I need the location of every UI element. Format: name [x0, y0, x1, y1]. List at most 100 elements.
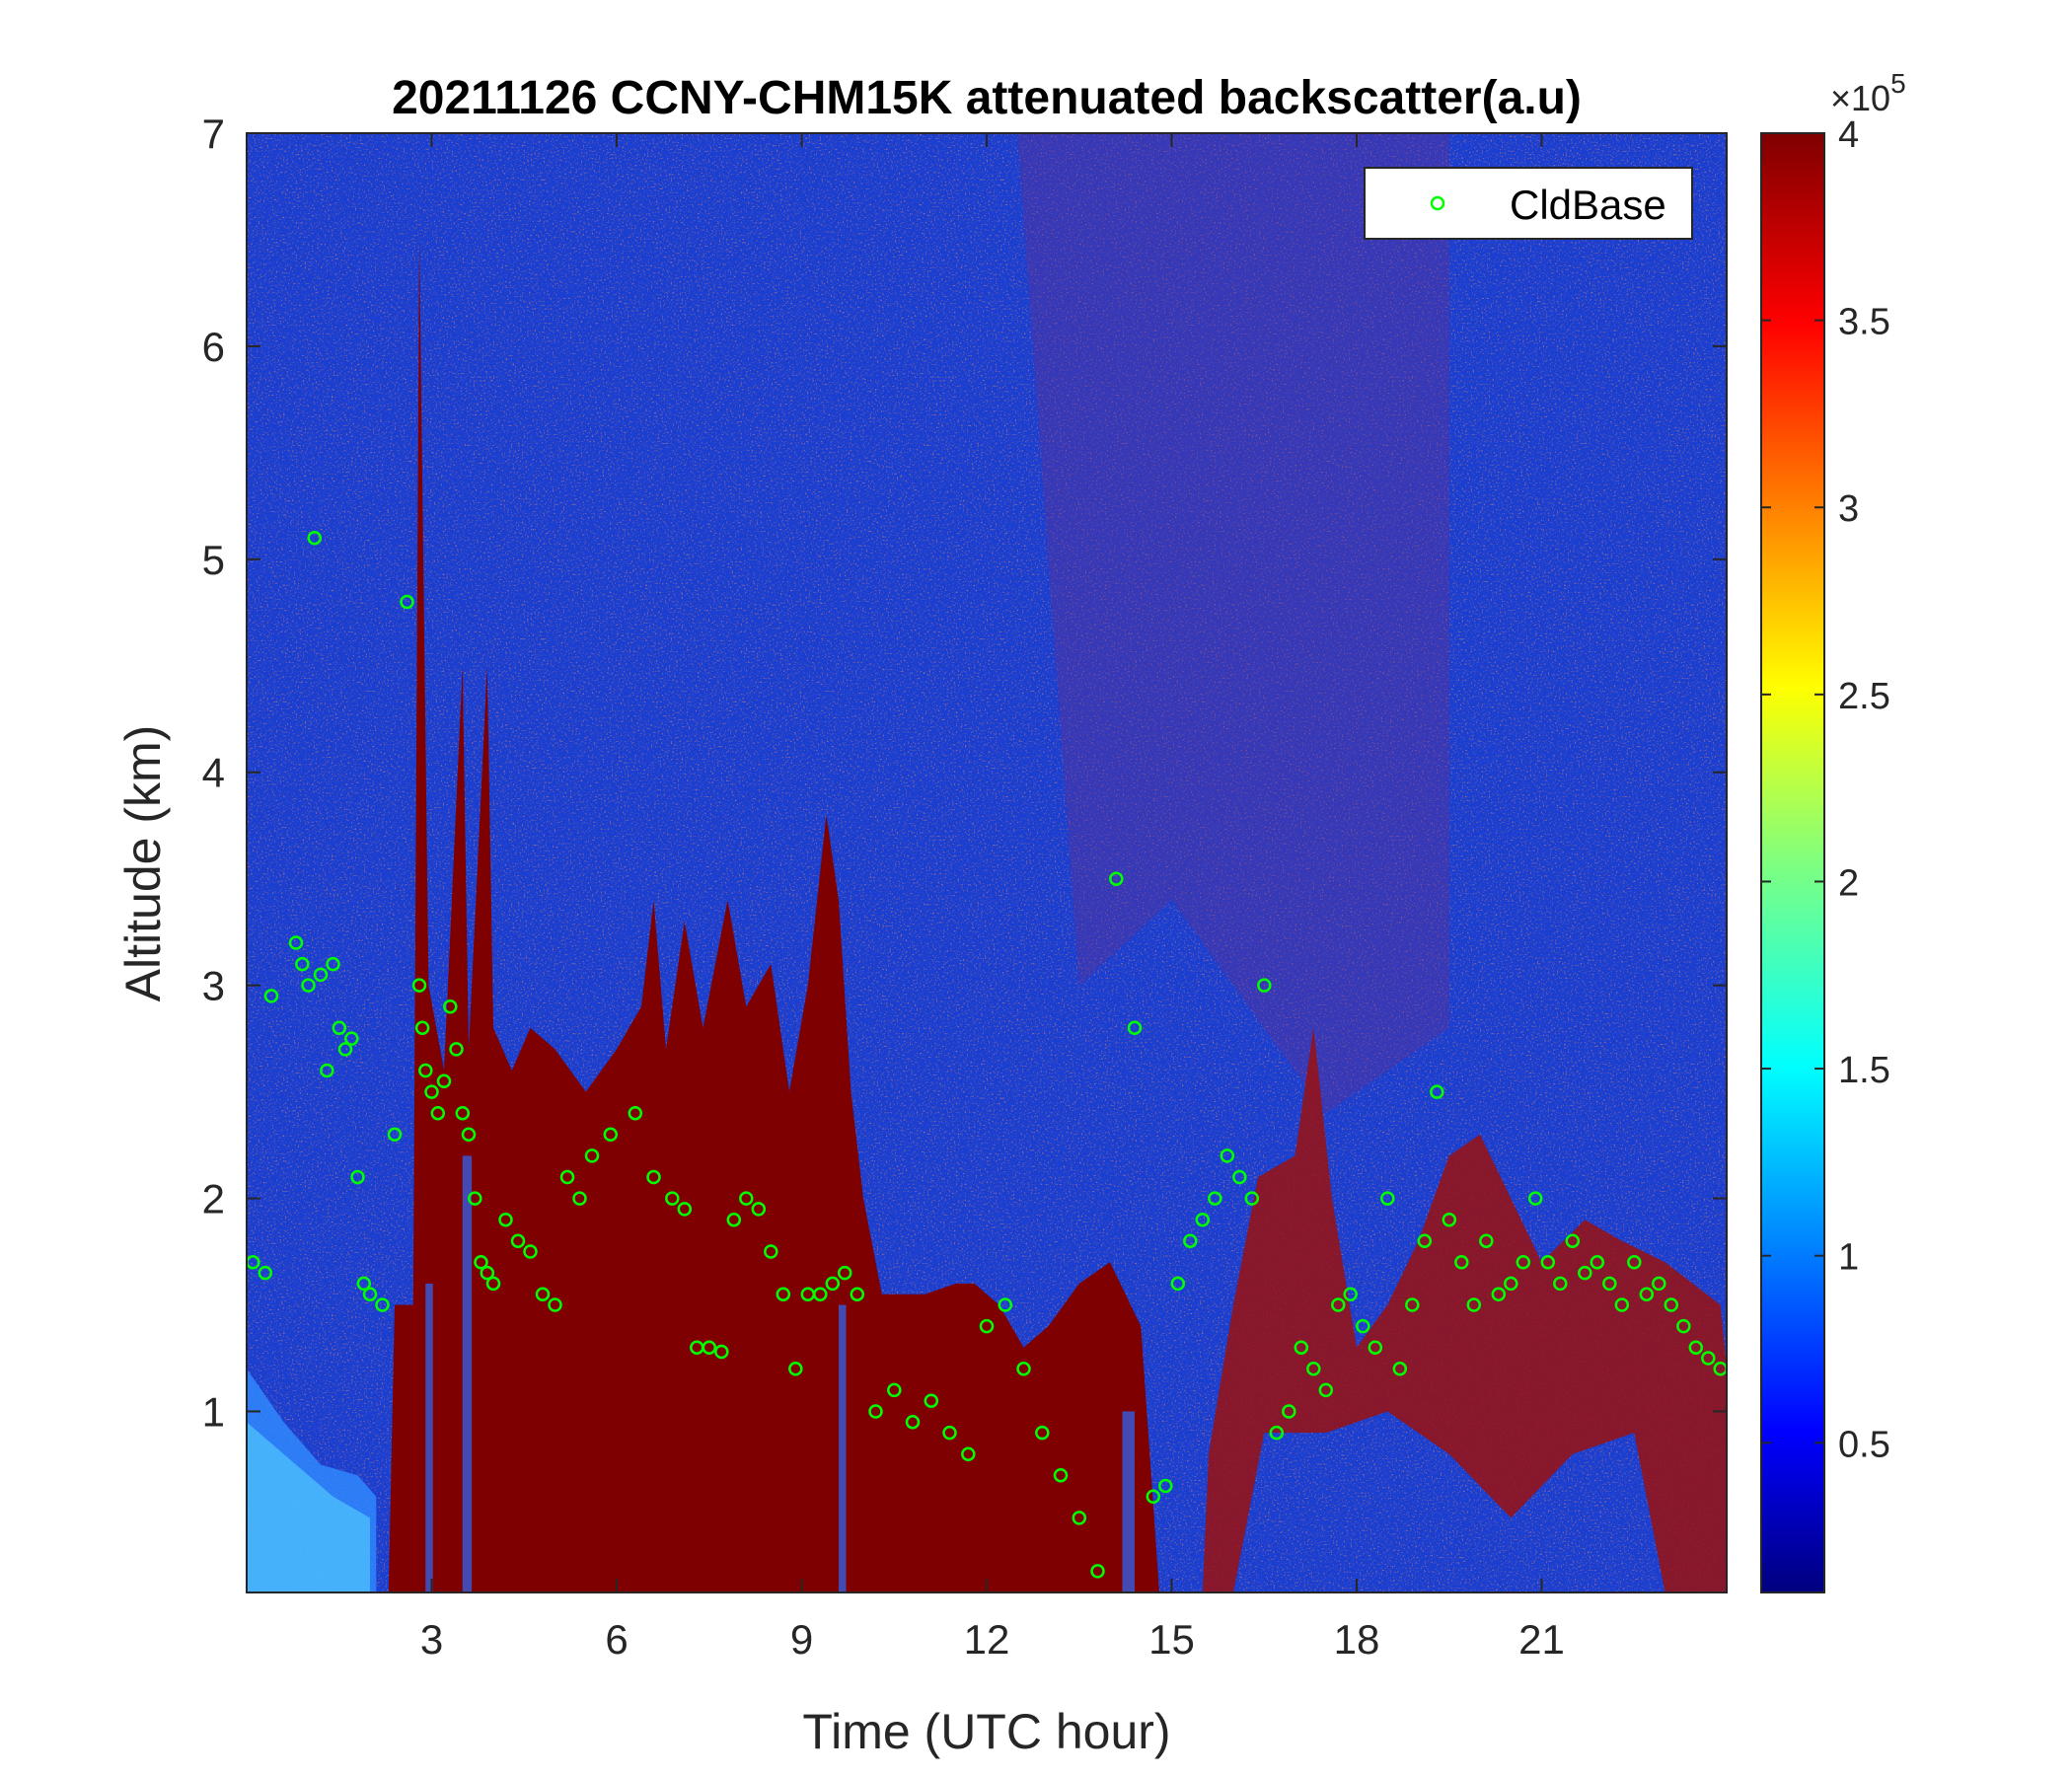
cldbase-point: [1127, 1020, 1143, 1036]
cldbase-point: [461, 1127, 477, 1143]
cldbase-point: [837, 1265, 852, 1281]
cldbase-point: [1466, 1297, 1482, 1312]
cldbase-point: [1701, 1351, 1716, 1366]
cldbase-point: [1664, 1297, 1679, 1312]
cldbase-point: [764, 1244, 778, 1259]
y-tick-label: 5: [202, 537, 225, 583]
cldbase-point: [387, 1127, 403, 1143]
cldbase-point: [337, 1042, 353, 1057]
cldbase-point: [263, 989, 279, 1003]
cldbase-point: [400, 594, 414, 610]
cldbase-point: [295, 956, 310, 972]
cldbase-point: [350, 1169, 365, 1185]
cldbase-point: [1220, 1148, 1235, 1163]
cldbase-point: [603, 1127, 619, 1143]
cldbase-point: [1430, 1084, 1444, 1099]
x-axis: 3 6 9 12 15 18 21: [420, 133, 1565, 1663]
cldbase-point: [1257, 978, 1272, 993]
x-tick-label: 18: [1334, 1616, 1380, 1663]
cldbase-point: [825, 1276, 841, 1292]
cldbase-point: [344, 1031, 359, 1046]
legend-box: [1364, 167, 1693, 240]
cldbase-point: [258, 1265, 273, 1281]
cldbase-point: [559, 1169, 575, 1185]
cldbase-point: [1306, 1362, 1321, 1376]
cldbase-point: [1109, 871, 1124, 886]
cldbase-point: [1614, 1297, 1630, 1312]
cldbase-point: [1146, 1489, 1161, 1505]
cldbase-point: [510, 1233, 526, 1248]
heatmap-layer: [247, 133, 1727, 1592]
colorbar-tick-label: 2.5: [1838, 676, 1890, 717]
cldbase-point: [646, 1169, 661, 1185]
cldbase-point: [1676, 1318, 1691, 1334]
cldbase-point: [1454, 1255, 1469, 1270]
cldbase-point: [1294, 1340, 1309, 1355]
cldbase-point: [418, 1063, 433, 1078]
cldbase-point: [1540, 1255, 1556, 1270]
legend-label-cldbase: CldBase: [1510, 182, 1666, 228]
cldbase-point: [1491, 1287, 1507, 1301]
cldbase-point: [1183, 1233, 1198, 1248]
colorbar-tick-label: 3.5: [1838, 302, 1890, 343]
cldbase-point: [1368, 1340, 1383, 1355]
cldbase-point: [979, 1318, 995, 1334]
cldbase-point: [1627, 1255, 1642, 1270]
cldbase-point: [468, 1191, 482, 1206]
chart-title: 20211126 CCNY-CHM15K attenuated backscat…: [392, 72, 1582, 124]
y-tick-label: 3: [202, 963, 225, 1009]
y-tick-label: 4: [202, 750, 225, 796]
cldbase-point: [1504, 1276, 1518, 1292]
colorbar-tick-label: 0.5: [1838, 1424, 1890, 1465]
x-tick-label: 3: [420, 1616, 443, 1663]
cldbase-point: [414, 1020, 430, 1036]
x-axis-label: Time (UTC hour): [802, 1704, 1170, 1759]
cldbase-point: [1405, 1297, 1420, 1312]
clear-column-1: [462, 1155, 473, 1592]
cldbase-point: [751, 1202, 767, 1217]
colorbar-tick-label: 3: [1838, 488, 1859, 530]
cldbase-point: [362, 1287, 378, 1301]
cldbase-point: [942, 1425, 957, 1441]
x-tick-label: 12: [964, 1616, 1010, 1663]
cldbase-point: [356, 1276, 372, 1292]
cldbase-point: [677, 1202, 693, 1217]
colorbar: 0.5 1 1.5 2 2.5 3 3.5 4 ×105: [1760, 68, 1906, 1593]
x-tick-label: 21: [1518, 1616, 1565, 1663]
cldbase-point: [326, 956, 340, 972]
cldbase-point: [1527, 1191, 1543, 1206]
x-tick-label: 15: [1148, 1616, 1195, 1663]
cldbase-point: [1688, 1340, 1704, 1355]
cldbase-markers: [247, 530, 1727, 1579]
cldbase-point: [1318, 1382, 1334, 1398]
colorbar-ticks: 0.5 1 1.5 2 2.5 3 3.5 4: [1761, 114, 1890, 1465]
cldbase-point: [535, 1287, 551, 1301]
cldbase-point: [702, 1340, 717, 1355]
colorbar-exponent-power: 5: [1890, 68, 1906, 99]
x-tick-label: 6: [605, 1616, 628, 1663]
cldbase-point: [1565, 1233, 1581, 1248]
cldbase-point: [1331, 1297, 1346, 1312]
legend: CldBase: [1364, 167, 1693, 240]
cldbase-point: [313, 967, 329, 983]
cldbase-point: [1244, 1191, 1260, 1206]
cldbase-point: [1578, 1265, 1592, 1281]
cloud-region-main: [388, 240, 1159, 1592]
cldbase-point: [411, 978, 427, 993]
cldbase-point: [1232, 1169, 1247, 1185]
cldbase-point: [726, 1212, 742, 1227]
plot-area: [247, 133, 1727, 1592]
colorbar-tick-label: 4: [1838, 114, 1859, 156]
cldbase-point: [485, 1276, 501, 1292]
colorbar-gradient: [1760, 132, 1825, 1593]
cldbase-point: [1053, 1467, 1069, 1483]
cldbase-point: [1208, 1191, 1222, 1206]
cldbase-point: [320, 1063, 334, 1078]
y-tick-label: 6: [202, 324, 225, 370]
cldbase-point: [1170, 1276, 1186, 1292]
y-tick-label: 1: [202, 1388, 225, 1435]
legend-marker-cldbase: [1430, 195, 1445, 211]
cldbase-point: [1442, 1212, 1457, 1227]
cldbase-point: [436, 1073, 452, 1089]
